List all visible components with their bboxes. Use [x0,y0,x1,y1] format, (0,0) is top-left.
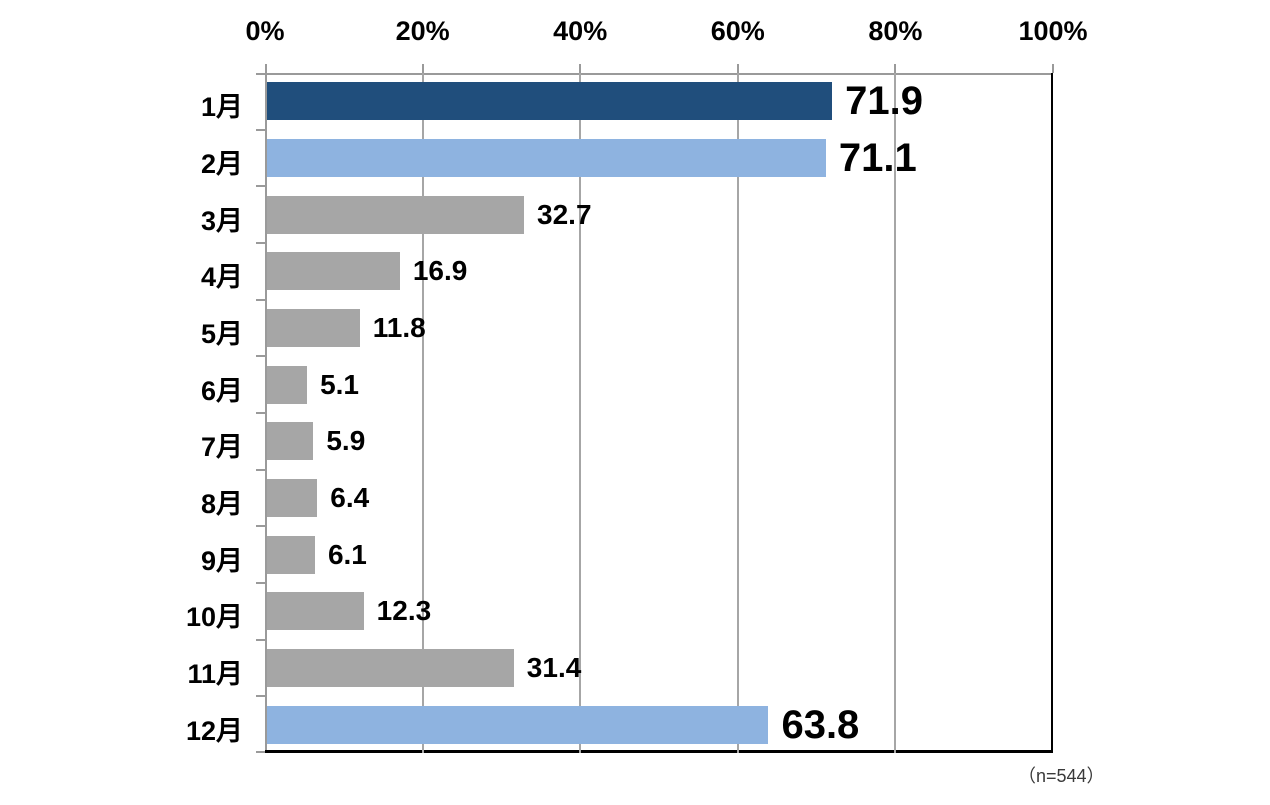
gridline [579,73,582,753]
plot-area: 71.9 71.1 32.7 16.9 11.8 5.1 5.9 6.4 6.1 12.3 31.4… [256,64,1054,753]
bar-row-month-4: 16.9 [265,243,1053,300]
y-tick-mark [256,128,265,131]
y-tick-mark [256,298,265,301]
x-tick-label-20%: 20% [395,16,450,46]
value-label: 31.4 [526,651,582,683]
value-label: 16.9 [412,255,468,287]
x-tick-label-80%: 80% [868,16,923,46]
x-tick-mark [421,64,424,73]
category-label-month-3: 3月 [200,205,243,236]
bar-row-month-12: 63.8 [265,696,1053,753]
bar-row-month-6: 5.1 [265,356,1053,413]
value-label: 6.1 [327,538,367,570]
y-axis-line [265,73,267,753]
value-label: 32.7 [537,198,592,230]
bar-month-6 [267,365,308,404]
x-tick-mark [736,64,739,73]
x-tick-mark [265,64,267,73]
bar-month-12 [267,705,769,744]
gridline [736,73,739,753]
bar-row-month-2: 71.1 [265,130,1053,187]
value-label: 11.8 [372,311,426,343]
bar-month-10 [267,592,364,631]
bar-row-month-10: 12.3 [265,583,1053,640]
category-label-month-11: 11月 [187,659,243,689]
bar-month-4 [267,252,400,291]
value-label: 71.9 [845,79,923,124]
y-tick-mark [256,468,265,471]
bar-month-2 [267,138,826,177]
x-tick-label-60%: 60% [710,16,765,46]
value-label: 12.3 [376,595,432,627]
x-tick-mark [579,64,582,73]
value-label: 63.8 [781,702,860,747]
category-label-month-8: 8月 [200,489,243,519]
y-tick-mark [256,355,265,358]
bar-month-3 [267,195,525,234]
bar-month-7 [267,422,314,461]
y-tick-mark [256,412,265,414]
x-tick-mark [1052,64,1054,73]
bar-month-8 [267,478,318,517]
x-axis: 0% 20% 40% 60% 80% 100% [245,16,1087,60]
y-tick-mark [256,525,265,528]
x-tick-label-40%: 40% [553,16,608,46]
bar-month-1 [267,82,833,121]
value-label: 5.9 [326,425,366,457]
bar-row-month-1: 71.9 [265,73,1053,130]
bar-row-month-8: 6.4 [265,470,1053,527]
y-tick-mark [256,185,265,188]
bar-month-9 [267,535,315,574]
value-label: 5.1 [320,368,360,400]
gridline [894,73,897,753]
x-axis-line [265,750,1053,753]
bar-row-month-5: 11.8 [265,300,1053,357]
x-tick-label-100%: 100% [1018,16,1088,46]
y-tick-mark [256,242,265,244]
y-tick-mark [256,695,265,698]
bar-row-month-3: 32.7 [265,186,1053,243]
value-label: 6.4 [330,481,370,513]
gridline [421,73,424,753]
bar-month-11 [267,648,514,687]
bar-row-month-7: 5.9 [265,413,1053,470]
y-tick-mark [256,751,265,753]
y-tick-mark [256,582,265,584]
y-tick-mark [256,638,265,641]
bar-row-month-9: 6.1 [265,526,1053,583]
x-tick-mark [894,64,897,73]
y-axis: 1月 2月 3月 4月 5月 6月 7月 8月 9月 10月 11月 12月 [0,73,243,753]
category-label-month-12: 12月 [185,715,243,746]
sample-size-note: （n=544） [1018,766,1105,786]
y-tick-mark [256,73,265,75]
category-label-month-9: 9月 [200,545,243,576]
plot-border-top [265,73,1053,75]
bar-month-5 [267,308,360,347]
category-label-month-6: 6月 [200,375,243,406]
plot-border-right [1051,73,1053,753]
category-label-month-7: 7月 [200,432,243,463]
bar-row-month-11: 31.4 [265,640,1053,697]
category-label-month-10: 10月 [185,602,243,633]
value-label: 71.1 [838,135,917,180]
category-label-month-1: 1月 [200,92,243,123]
category-label-month-2: 2月 [200,149,243,179]
x-tick-label-0%: 0% [245,16,285,46]
category-label-month-5: 5月 [200,319,243,349]
category-label-month-4: 4月 [200,262,243,293]
